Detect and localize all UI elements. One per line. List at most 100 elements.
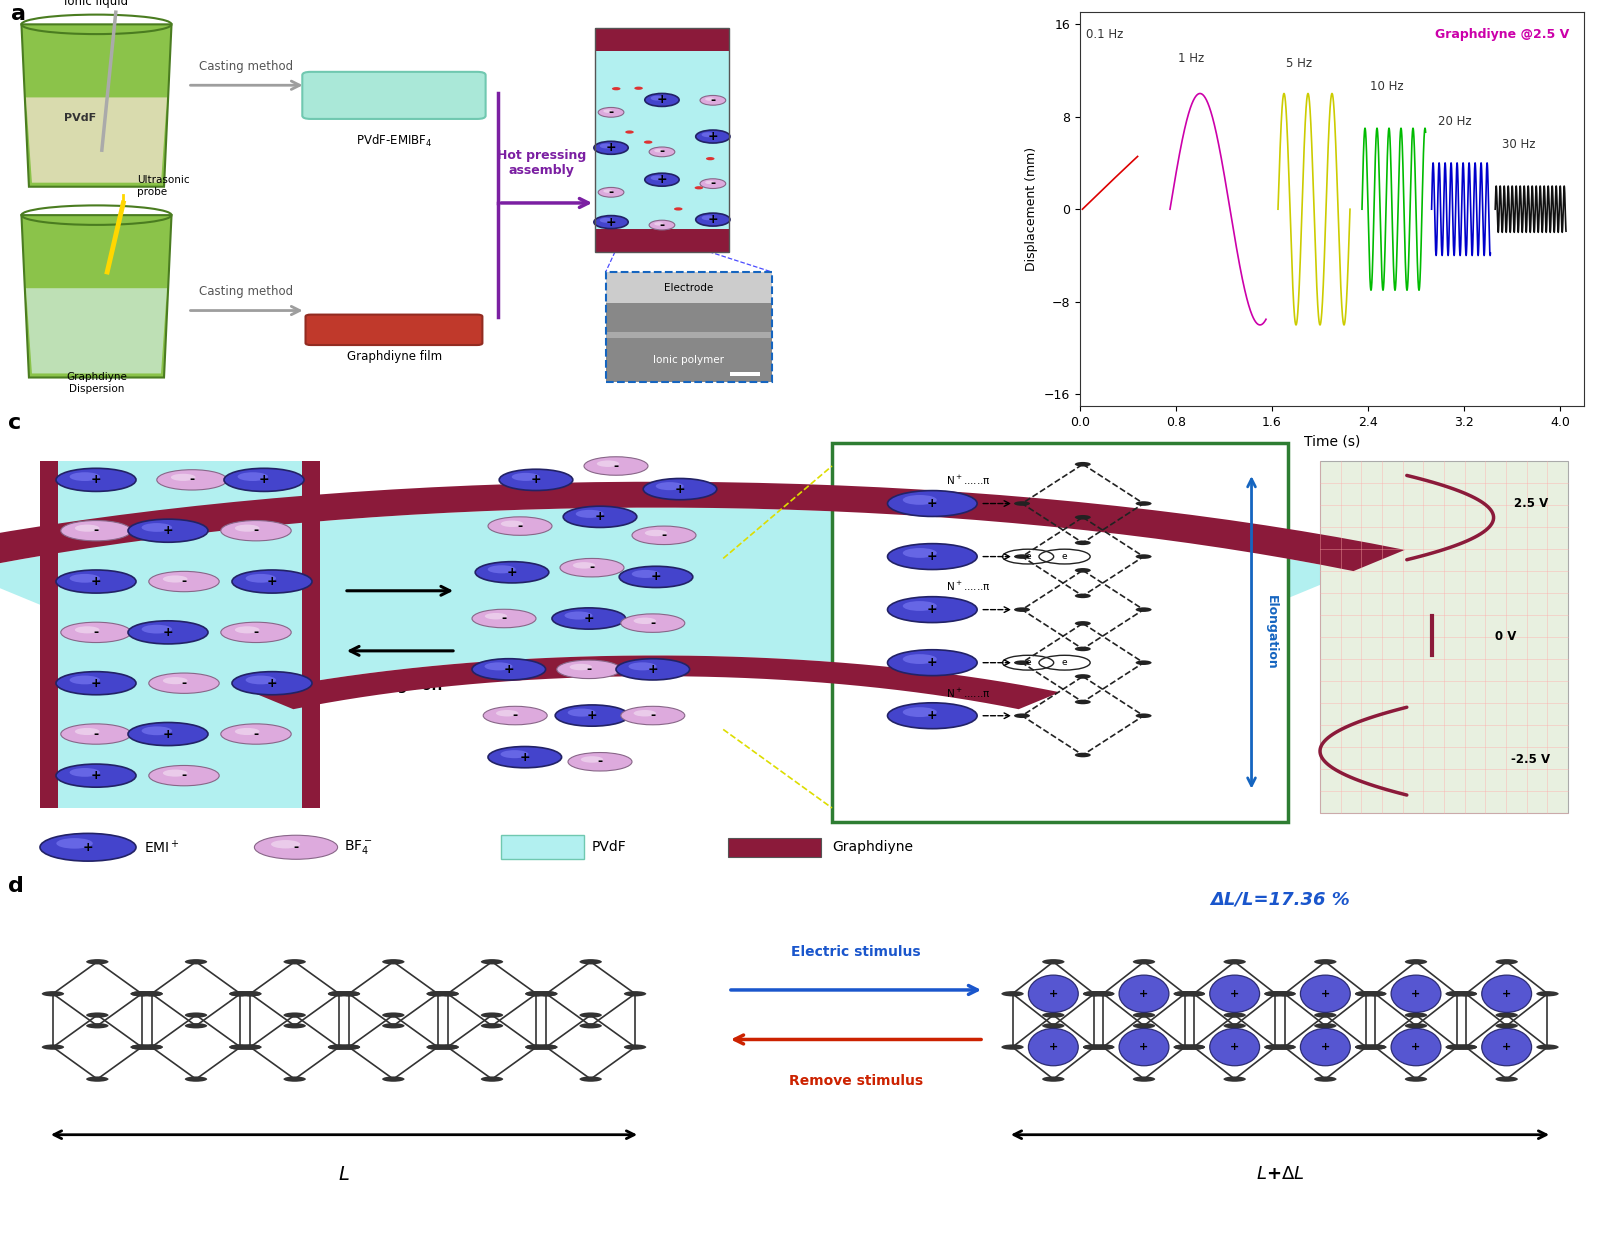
Circle shape (149, 571, 219, 592)
Circle shape (902, 548, 938, 558)
Text: 1 Hz: 1 Hz (1178, 51, 1205, 65)
Circle shape (634, 617, 656, 624)
Circle shape (1075, 568, 1091, 572)
Circle shape (238, 992, 261, 997)
Text: 10 Hz: 10 Hz (1370, 80, 1405, 94)
Circle shape (163, 769, 187, 777)
Circle shape (1083, 992, 1106, 997)
Text: Elongation: Elongation (1266, 595, 1278, 669)
Text: Ionic liquid: Ionic liquid (64, 0, 128, 9)
Circle shape (1136, 555, 1152, 558)
Polygon shape (26, 289, 166, 373)
Text: +: + (648, 663, 658, 676)
Text: $L$: $L$ (338, 1165, 350, 1184)
Circle shape (1454, 1044, 1477, 1049)
Circle shape (221, 521, 291, 541)
Circle shape (480, 959, 504, 964)
Circle shape (86, 1023, 109, 1028)
Text: -: - (517, 520, 523, 532)
Text: -: - (93, 727, 99, 741)
Circle shape (621, 706, 685, 724)
Circle shape (1224, 959, 1246, 964)
Text: +: + (1411, 1042, 1421, 1052)
Circle shape (1446, 992, 1469, 997)
Circle shape (480, 1023, 504, 1028)
Circle shape (1274, 992, 1296, 997)
Text: +: + (520, 751, 530, 763)
Circle shape (75, 728, 99, 736)
Circle shape (149, 673, 219, 693)
Text: +: + (531, 473, 541, 486)
Circle shape (560, 558, 624, 577)
Circle shape (598, 107, 624, 117)
Circle shape (427, 1044, 450, 1049)
Circle shape (186, 1077, 208, 1082)
Text: +: + (656, 94, 667, 106)
Circle shape (565, 612, 592, 620)
Circle shape (1042, 1077, 1064, 1082)
Circle shape (427, 992, 450, 997)
Circle shape (694, 186, 702, 190)
Circle shape (149, 766, 219, 786)
Circle shape (650, 147, 675, 156)
Circle shape (1454, 1044, 1477, 1049)
Text: +: + (267, 677, 277, 689)
Text: +: + (1139, 989, 1149, 999)
Circle shape (1182, 992, 1205, 997)
Circle shape (501, 751, 528, 758)
Polygon shape (26, 97, 166, 182)
Text: -: - (613, 460, 619, 472)
Bar (606, 272, 771, 382)
Circle shape (1083, 1044, 1106, 1049)
Text: 20 Hz: 20 Hz (1437, 115, 1472, 129)
Ellipse shape (1482, 1028, 1531, 1065)
Circle shape (654, 222, 664, 226)
Circle shape (706, 97, 714, 101)
Circle shape (270, 841, 301, 848)
Text: +: + (926, 603, 938, 616)
Circle shape (229, 1044, 251, 1049)
Circle shape (579, 1023, 602, 1028)
Circle shape (1363, 992, 1386, 997)
Polygon shape (0, 507, 1354, 692)
Circle shape (1133, 1023, 1155, 1028)
Circle shape (568, 708, 595, 717)
Circle shape (235, 626, 259, 633)
Text: +: + (587, 709, 597, 722)
Circle shape (186, 1023, 208, 1028)
Circle shape (131, 992, 154, 997)
Text: a: a (11, 4, 26, 24)
Text: +: + (707, 130, 718, 144)
Circle shape (328, 992, 350, 997)
Polygon shape (253, 656, 1059, 709)
Circle shape (1454, 992, 1477, 997)
Circle shape (480, 1077, 504, 1082)
Circle shape (254, 836, 338, 859)
Circle shape (141, 1044, 163, 1049)
Text: +: + (507, 566, 517, 578)
Circle shape (576, 510, 603, 518)
Text: +: + (707, 214, 718, 226)
Circle shape (141, 523, 173, 532)
Circle shape (128, 722, 208, 746)
Circle shape (61, 521, 131, 541)
Circle shape (1363, 992, 1386, 997)
Text: Graphdiyne: Graphdiyne (832, 841, 914, 854)
Circle shape (629, 662, 656, 671)
Text: 0.1 Hz: 0.1 Hz (1086, 29, 1123, 41)
Circle shape (475, 562, 549, 583)
Circle shape (594, 216, 629, 229)
FancyBboxPatch shape (306, 315, 483, 345)
Circle shape (328, 1044, 350, 1049)
Circle shape (480, 1013, 504, 1018)
Text: +: + (926, 656, 938, 669)
Bar (302, 461, 320, 808)
Ellipse shape (1029, 1028, 1078, 1065)
Text: 2.5 V: 2.5 V (1514, 497, 1547, 510)
Text: -: - (512, 709, 518, 722)
Bar (606, 332, 771, 337)
Circle shape (1042, 959, 1064, 964)
Circle shape (42, 1044, 64, 1049)
Text: +: + (91, 575, 101, 588)
Circle shape (632, 526, 696, 545)
